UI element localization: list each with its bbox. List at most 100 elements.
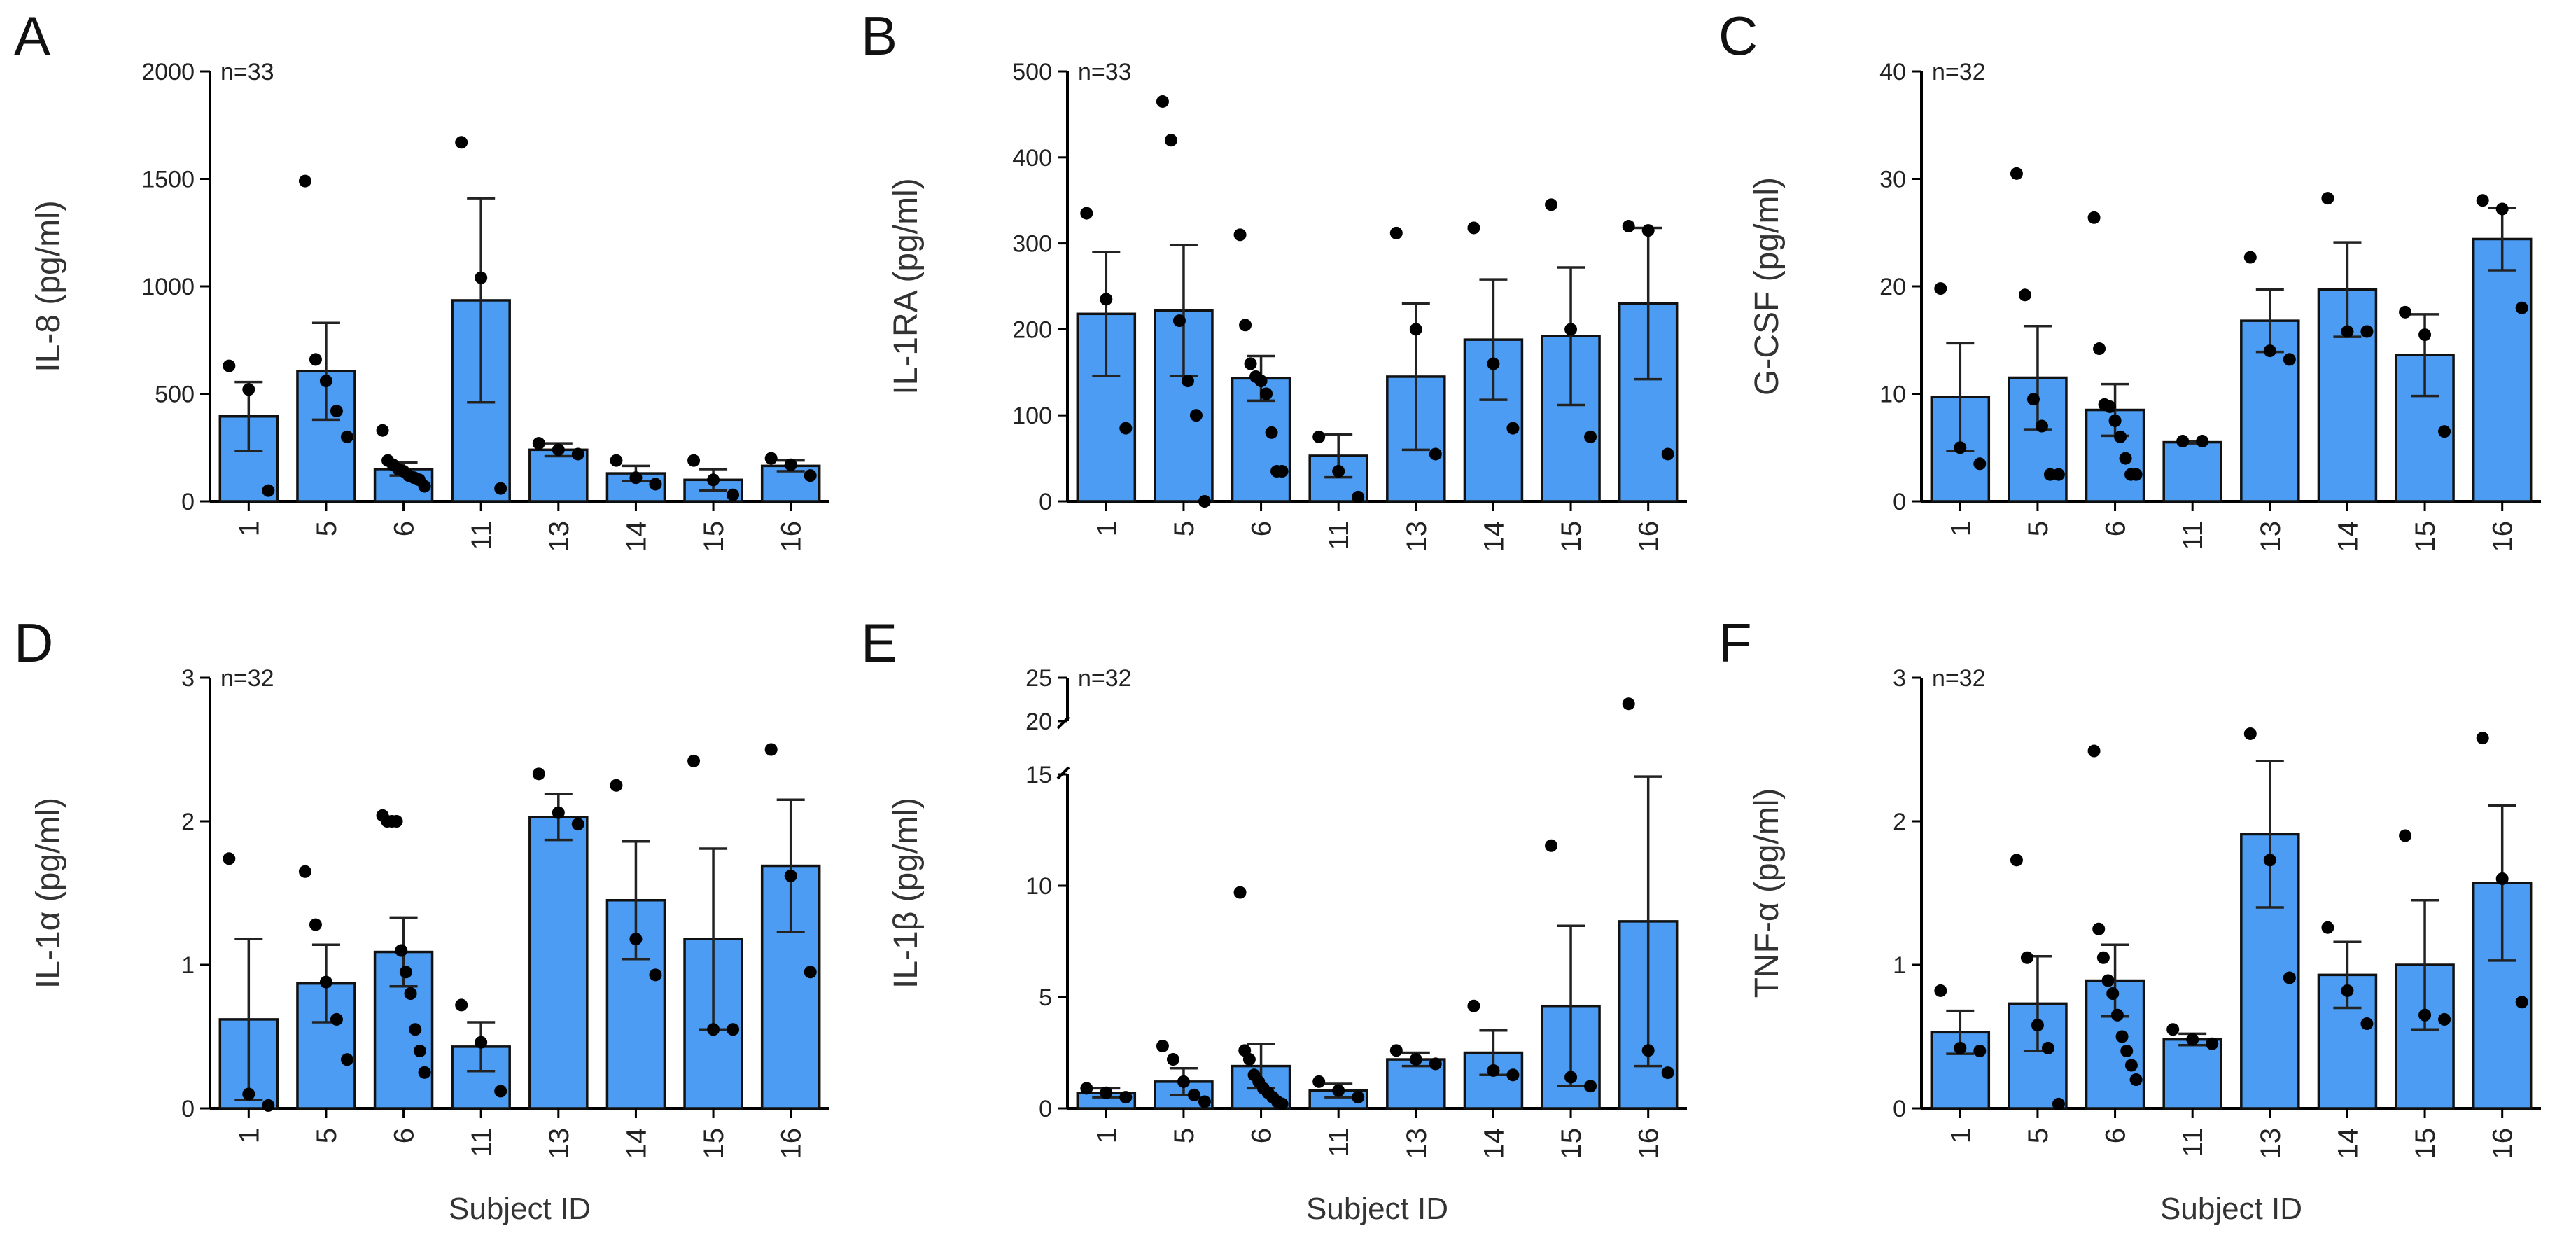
x-tick-label: 16 (2488, 521, 2519, 552)
x-tick-label: 14 (1478, 521, 1509, 552)
data-point (1233, 228, 1247, 242)
data-point (784, 869, 797, 882)
y-axis-label: IL-1RA (pg/ml) (888, 178, 925, 394)
data-point (2124, 1059, 2138, 1072)
data-point (2026, 393, 2040, 406)
data-point (649, 968, 662, 982)
x-tick-label: 16 (776, 521, 807, 552)
data-point (1187, 1088, 1200, 1101)
data-point (2360, 325, 2374, 338)
panel-letter: C (1718, 5, 1758, 67)
data-point (1156, 1039, 1169, 1052)
y-tick-label: 500 (155, 382, 195, 408)
data-point (2010, 167, 2023, 180)
data-point (298, 865, 312, 878)
data-point (475, 1036, 488, 1049)
data-point (2283, 353, 2296, 366)
data-point (1244, 357, 1257, 370)
bar (2472, 237, 2533, 503)
data-point (1265, 426, 1278, 439)
x-tick-label: 6 (2101, 1128, 2132, 1143)
y-tick-label: 1 (181, 952, 195, 979)
x-tick-label: 5 (312, 521, 342, 536)
data-point (2104, 400, 2117, 413)
data-point (309, 918, 322, 931)
data-point (2101, 974, 2115, 987)
data-point (475, 271, 488, 284)
data-point (2093, 342, 2106, 356)
y-tick-label: 40 (1879, 59, 1906, 85)
data-point (298, 174, 312, 188)
data-point (1467, 221, 1480, 235)
data-point (1332, 1084, 1345, 1097)
data-point (1312, 430, 1326, 443)
data-point (1119, 1091, 1133, 1104)
data-point (2496, 202, 2509, 216)
x-tick-label: 15 (2410, 1128, 2441, 1159)
data-point (1661, 447, 1674, 461)
data-point (1080, 207, 1093, 220)
data-point (262, 484, 275, 497)
y-tick-label: 3 (181, 665, 195, 692)
data-point (418, 480, 431, 493)
y-tick-label: 3 (1893, 665, 1906, 692)
data-point (2399, 829, 2412, 842)
data-point (2244, 251, 2257, 264)
y-tick-label: 0 (181, 1096, 195, 1122)
y-axis-label: IL-1α (pg/ml) (30, 797, 67, 989)
x-tick-label: 13 (544, 1128, 575, 1159)
data-point (418, 1066, 431, 1079)
data-point (1564, 1071, 1578, 1084)
data-point (2438, 425, 2451, 438)
y-tick-label: 0 (1893, 1096, 1906, 1122)
data-point (764, 452, 778, 465)
data-point (223, 359, 236, 372)
y-tick-label: 1500 (141, 167, 195, 193)
data-point (2196, 435, 2209, 448)
x-tick-label: 6 (1247, 1128, 1278, 1143)
axis-break-mark (1056, 716, 1070, 730)
x-axis-label: Subject ID (1306, 1192, 1448, 1226)
data-point (2108, 414, 2122, 427)
data-point (1390, 1044, 1403, 1057)
data-point (629, 471, 643, 485)
data-point (2010, 854, 2023, 867)
x-tick-label: 14 (621, 521, 652, 552)
data-point (1642, 224, 1655, 237)
data-point (1239, 319, 1252, 332)
data-point (340, 1053, 354, 1066)
data-point (2321, 192, 2334, 205)
data-point (2418, 328, 2432, 342)
x-tick-label: 5 (2023, 1128, 2054, 1143)
data-point (2120, 1045, 2134, 1057)
data-point (784, 458, 797, 471)
x-tick-label: 1 (1091, 521, 1122, 536)
data-point (1390, 226, 1403, 239)
y-tick-label: 20 (1879, 274, 1906, 300)
x-tick-label: 14 (1478, 1128, 1509, 1159)
x-tick-label: 13 (1401, 521, 1432, 552)
data-point (2041, 1041, 2054, 1054)
data-point (2052, 1097, 2065, 1110)
data-point (2129, 468, 2143, 481)
y-axis-label: G-CSF (pg/ml) (1749, 177, 1786, 396)
x-tick-label: 1 (234, 1128, 265, 1143)
data-point (2092, 922, 2106, 935)
data-point (2176, 435, 2190, 448)
data-point (2341, 984, 2354, 997)
data-point (1352, 1091, 1365, 1104)
data-point (687, 754, 701, 767)
panel-letter: D (14, 612, 53, 674)
data-point (1954, 1041, 1967, 1054)
data-point (2166, 1023, 2180, 1036)
data-point (1584, 1080, 1597, 1093)
data-point (2087, 744, 2101, 758)
x-tick-label: 13 (2255, 1128, 2286, 1159)
data-point (1100, 293, 1113, 306)
data-point (764, 743, 778, 756)
